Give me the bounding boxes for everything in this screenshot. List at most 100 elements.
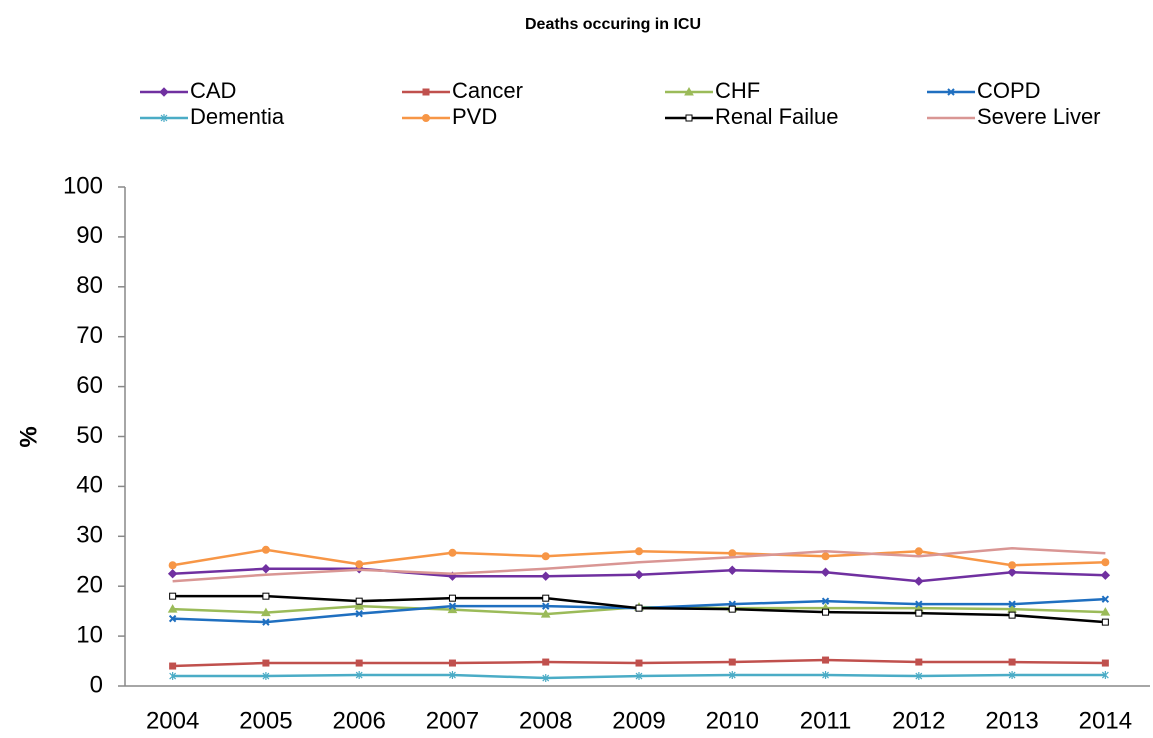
marker xyxy=(915,658,923,666)
marker xyxy=(355,671,363,680)
legend-label: CAD xyxy=(190,78,236,103)
marker xyxy=(448,594,456,602)
marker xyxy=(728,549,737,558)
marker xyxy=(449,671,456,680)
marker xyxy=(634,570,644,580)
x-tick-label: 2005 xyxy=(239,707,292,734)
marker xyxy=(448,548,457,557)
marker xyxy=(1101,558,1110,567)
series-line xyxy=(172,547,1106,583)
marker xyxy=(914,547,923,556)
marker xyxy=(728,605,736,613)
marker xyxy=(635,659,643,667)
marker xyxy=(167,604,178,613)
marker xyxy=(915,672,923,681)
marker xyxy=(542,658,550,666)
marker xyxy=(355,597,363,605)
marker xyxy=(1101,659,1109,667)
marker xyxy=(160,114,168,122)
marker xyxy=(422,88,430,96)
marker xyxy=(1101,618,1109,626)
marker xyxy=(542,602,550,610)
x-tick-label: 2004 xyxy=(146,707,199,734)
legend-label: Cancer xyxy=(452,78,523,103)
marker xyxy=(448,659,456,667)
legend-label: PVD xyxy=(452,104,497,129)
x-tick-label: 2012 xyxy=(892,707,945,734)
marker xyxy=(821,552,830,561)
y-tick-label: 50 xyxy=(76,422,103,449)
marker xyxy=(261,564,271,574)
marker xyxy=(1100,607,1111,616)
x-tick-label: 2011 xyxy=(800,707,852,734)
marker xyxy=(541,552,550,561)
marker xyxy=(448,602,457,610)
marker xyxy=(1008,561,1017,570)
x-tick-label: 2007 xyxy=(426,707,479,734)
marker xyxy=(542,594,550,602)
marker xyxy=(168,561,177,570)
legend-label: COPD xyxy=(977,78,1041,103)
marker xyxy=(355,609,363,618)
marker xyxy=(728,658,736,666)
y-tick-label: 10 xyxy=(76,621,103,648)
legend-label: Severe Liver xyxy=(977,104,1101,129)
marker xyxy=(1007,567,1017,577)
x-tick-label: 2006 xyxy=(332,707,385,734)
x-tick-label: 2010 xyxy=(706,707,759,734)
marker xyxy=(169,672,177,681)
marker xyxy=(947,88,955,96)
marker xyxy=(1008,611,1016,619)
x-tick-label: 2008 xyxy=(519,707,572,734)
marker xyxy=(822,656,830,664)
chart-title: Deaths occuring in ICU xyxy=(525,16,701,33)
marker xyxy=(1101,595,1110,603)
y-tick-label: 30 xyxy=(76,522,103,549)
marker xyxy=(914,576,924,586)
marker xyxy=(822,608,830,616)
marker xyxy=(262,672,270,681)
legend-label: Renal Failue xyxy=(715,104,839,129)
marker xyxy=(684,86,694,96)
marker xyxy=(822,671,829,680)
marker xyxy=(915,600,923,608)
marker xyxy=(1100,570,1111,580)
marker xyxy=(262,659,270,667)
marker xyxy=(728,671,736,680)
legend-label: CHF xyxy=(715,78,760,103)
marker xyxy=(540,609,551,618)
marker xyxy=(1008,600,1016,608)
marker xyxy=(635,672,643,681)
marker xyxy=(355,659,363,667)
marker xyxy=(685,114,693,122)
marker xyxy=(167,569,178,579)
marker xyxy=(1008,658,1016,666)
marker xyxy=(262,592,270,600)
legend-label: Dementia xyxy=(190,104,285,129)
marker xyxy=(1008,671,1016,680)
y-tick-label: 70 xyxy=(76,322,103,349)
y-tick-label: 20 xyxy=(76,572,103,599)
marker xyxy=(635,604,643,612)
x-tick-label: 2013 xyxy=(985,707,1038,734)
x-tick-label: 2009 xyxy=(612,707,665,734)
marker xyxy=(635,547,643,556)
marker xyxy=(820,567,831,577)
marker xyxy=(261,607,271,617)
marker xyxy=(915,609,923,617)
marker xyxy=(727,565,737,575)
y-tick-label: 80 xyxy=(76,272,103,299)
y-tick-label: 0 xyxy=(90,671,103,698)
marker xyxy=(168,614,177,623)
marker xyxy=(355,560,364,569)
y-tick-label: 90 xyxy=(76,222,103,249)
x-tick-label: 2014 xyxy=(1079,707,1132,734)
y-tick-label: 60 xyxy=(76,372,103,399)
y-tick-label: 40 xyxy=(76,472,103,499)
marker xyxy=(159,87,169,97)
marker xyxy=(354,601,365,610)
marker xyxy=(262,618,270,626)
marker xyxy=(169,662,177,670)
y-tick-label: 100 xyxy=(63,172,103,199)
